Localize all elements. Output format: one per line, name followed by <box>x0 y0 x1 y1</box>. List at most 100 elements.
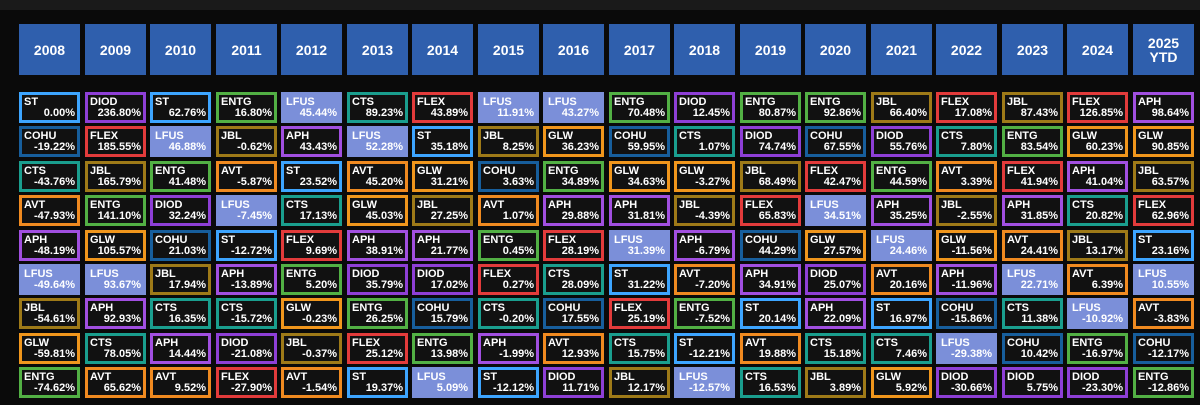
column-header: 2013 <box>347 24 408 75</box>
return-cell: JBL 8.25% <box>478 126 539 157</box>
ticker-label: GLW <box>679 165 705 177</box>
ticker-label: FLEX <box>1072 96 1101 108</box>
return-cell: CTS 16.35% <box>150 298 211 329</box>
return-cell: COHU 21.03% <box>150 230 211 261</box>
ticker-label: ENTG <box>1007 130 1038 142</box>
return-value: 38.91% <box>365 245 403 257</box>
return-value: -47.93% <box>34 210 75 222</box>
return-cell: LFUS -7.45% <box>216 195 277 226</box>
return-value: -49.64% <box>34 279 75 291</box>
return-value: -19.22% <box>34 141 75 153</box>
ticker-label: ENTG <box>24 371 55 383</box>
ticker-label: CTS <box>876 337 898 349</box>
return-cell: COHU 44.29% <box>740 230 801 261</box>
return-value: 83.54% <box>1020 141 1058 153</box>
return-value: -54.61% <box>34 313 75 325</box>
return-cell: AVT 19.88% <box>740 333 801 364</box>
return-cell: FLEX 25.19% <box>609 298 670 329</box>
return-cell: APH -11.96% <box>936 264 997 295</box>
return-cell: APH -48.19% <box>19 230 80 261</box>
return-value: 34.91% <box>758 279 796 291</box>
return-value: 1.07% <box>502 210 534 222</box>
return-value: 17.08% <box>954 107 992 119</box>
return-cell: DIOD 55.76% <box>871 126 932 157</box>
column-header: 2016 <box>543 24 604 75</box>
return-value: 63.57% <box>1151 176 1189 188</box>
return-value: 20.16% <box>889 279 927 291</box>
return-cell: APH -13.89% <box>216 264 277 295</box>
return-value: 28.19% <box>561 245 599 257</box>
return-cell: DIOD 35.79% <box>347 264 408 295</box>
return-cell: CTS 7.46% <box>871 333 932 364</box>
return-cell: JBL -2.55% <box>936 195 997 226</box>
ticker-label: COHU <box>483 165 516 177</box>
return-cell: GLW -3.27% <box>674 161 735 192</box>
return-value: 16.35% <box>168 313 206 325</box>
return-cell: CTS 1.07% <box>674 126 735 157</box>
ticker-label: DIOD <box>1072 371 1100 383</box>
return-cell: ENTG 92.86% <box>805 92 866 123</box>
return-cell: GLW 60.23% <box>1067 126 1128 157</box>
return-value: 66.40% <box>889 107 927 119</box>
return-value: -12.72% <box>231 245 272 257</box>
return-value: 65.62% <box>103 382 141 394</box>
return-cell: FLEX 17.08% <box>936 92 997 123</box>
top-bar <box>0 0 1200 10</box>
ticker-label: FLEX <box>614 302 643 314</box>
ticker-label: AVT <box>483 199 505 211</box>
return-cell: LFUS 93.67% <box>85 264 146 295</box>
return-cell: COHU 67.55% <box>805 126 866 157</box>
return-value: -0.62% <box>237 141 272 153</box>
return-value: 46.88% <box>168 141 206 153</box>
return-cell: LFUS 11.91% <box>478 92 539 123</box>
return-value: 27.57% <box>823 245 861 257</box>
return-cell: GLW 36.23% <box>543 126 604 157</box>
ticker-label: AVT <box>679 268 701 280</box>
ticker-label: FLEX <box>483 268 512 280</box>
ticker-label: COHU <box>1007 337 1040 349</box>
ticker-label: APH <box>941 268 965 280</box>
ticker-label: ENTG <box>286 268 317 280</box>
return-value: -13.89% <box>231 279 272 291</box>
return-cell: ENTG 26.25% <box>347 298 408 329</box>
return-cell: LFUS 22.71% <box>1002 264 1063 295</box>
return-value: 41.04% <box>1085 176 1123 188</box>
ticker-label: JBL <box>24 302 45 314</box>
return-value: -12.86% <box>1148 382 1189 394</box>
return-cell: JBL 66.40% <box>871 92 932 123</box>
return-cell: JBL 165.79% <box>85 161 146 192</box>
return-cell: COHU -15.86% <box>936 298 997 329</box>
return-cell: COHU 10.42% <box>1002 333 1063 364</box>
return-value: 74.74% <box>758 141 796 153</box>
return-cell: ENTG -16.97% <box>1067 333 1128 364</box>
ticker-label: CTS <box>1072 199 1094 211</box>
return-value: 20.82% <box>1085 210 1123 222</box>
ticker-label: ST <box>417 130 432 142</box>
ticker-label: GLW <box>24 337 50 349</box>
return-cell: CTS 78.05% <box>85 333 146 364</box>
return-value: 105.57% <box>97 245 141 257</box>
return-cell: ENTG 41.48% <box>150 161 211 192</box>
ticker-label: CTS <box>614 337 636 349</box>
return-value: 31.81% <box>627 210 665 222</box>
return-cell: ENTG 0.45% <box>478 230 539 261</box>
return-value: 21.77% <box>430 245 468 257</box>
return-value: 23.16% <box>1151 245 1189 257</box>
return-value: -12.57% <box>689 382 730 394</box>
return-value: 92.93% <box>103 313 141 325</box>
ticker-label: JBL <box>876 96 897 108</box>
ticker-label: ST <box>679 337 694 349</box>
return-value: -1.54% <box>302 382 337 394</box>
column-header: 2017 <box>609 24 670 75</box>
return-value: 16.80% <box>234 107 272 119</box>
return-cell: CTS 89.23% <box>347 92 408 123</box>
return-value: 34.89% <box>561 176 599 188</box>
return-value: 24.46% <box>889 245 927 257</box>
ticker-label: ENTG <box>352 302 383 314</box>
return-value: 0.45% <box>502 245 534 257</box>
return-value: 23.52% <box>299 176 337 188</box>
return-value: 13.17% <box>1085 245 1123 257</box>
return-cell: APH 21.77% <box>412 230 473 261</box>
return-cell: JBL 68.49% <box>740 161 801 192</box>
ticker-label: AVT <box>24 199 46 211</box>
